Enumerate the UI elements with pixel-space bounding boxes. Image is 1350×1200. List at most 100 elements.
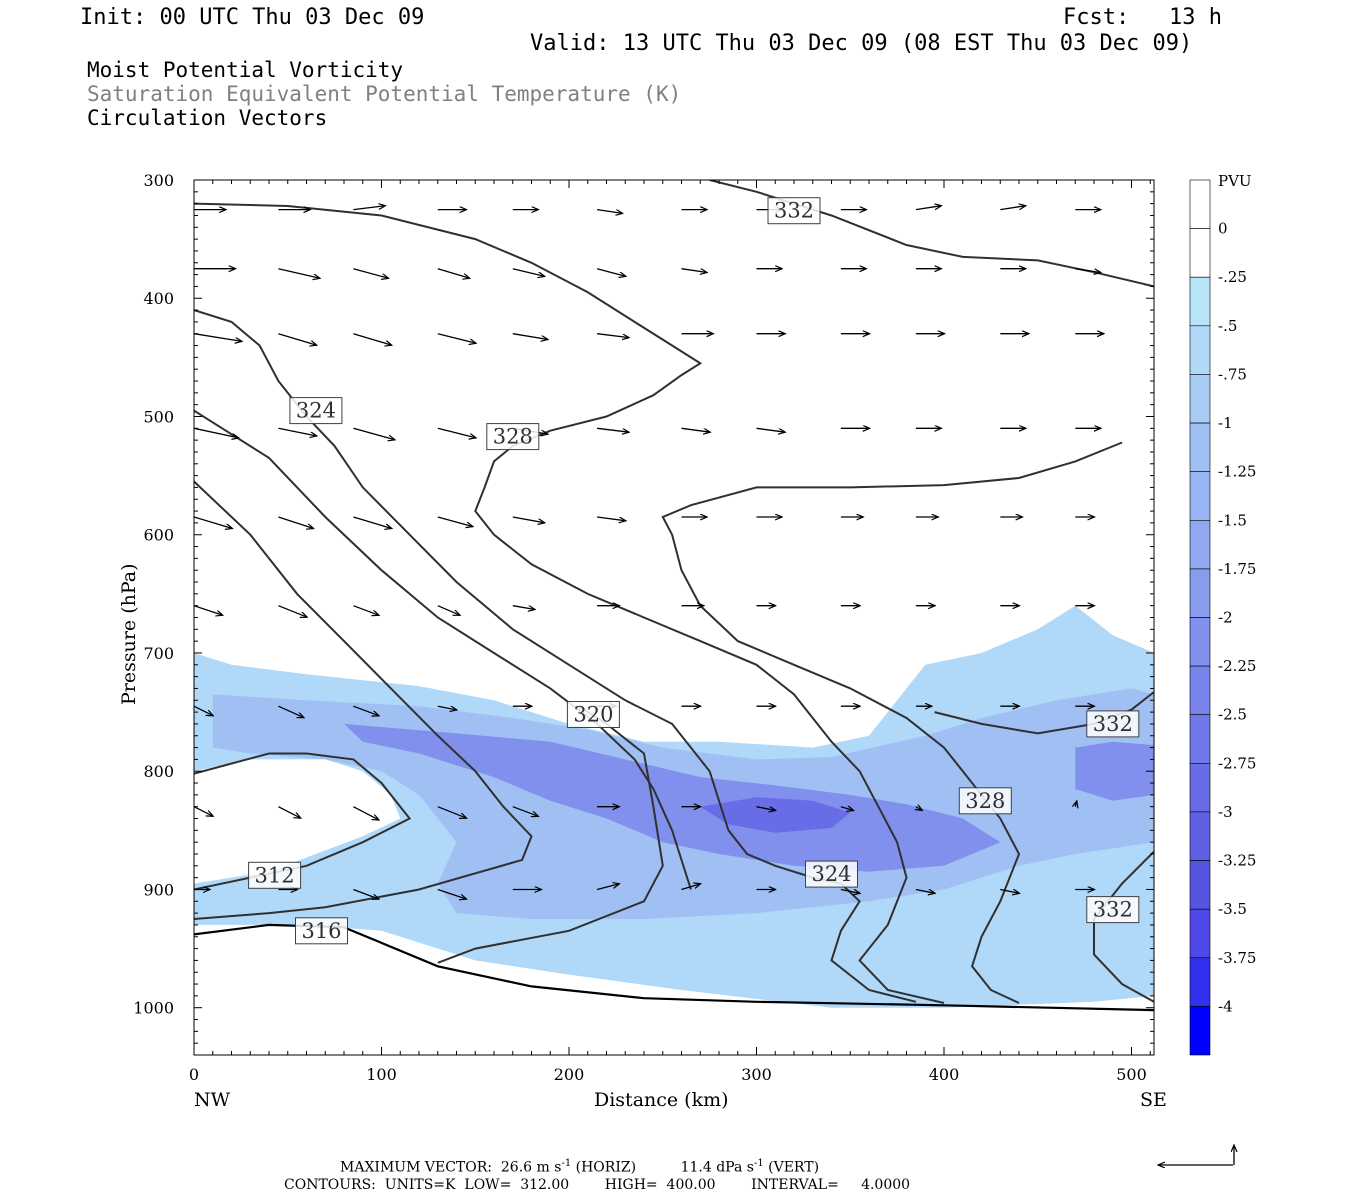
x-axis-label: Distance (km) bbox=[594, 1089, 729, 1111]
colorbar-label-3: -.75 bbox=[1218, 365, 1247, 383]
colorbar-label-11: -2.75 bbox=[1218, 754, 1256, 772]
x-left-end-label: NW bbox=[194, 1089, 231, 1111]
y-tick-label-1: 400 bbox=[143, 289, 174, 308]
contour-label-box-1 bbox=[289, 397, 343, 425]
vector-7-9 bbox=[916, 807, 922, 811]
vector-3-3 bbox=[437, 427, 476, 438]
y-tick-label-3: 600 bbox=[143, 526, 174, 545]
vector-7-8 bbox=[840, 807, 854, 811]
colorbar-box-15 bbox=[1189, 908, 1211, 959]
colorbar-box-16 bbox=[1189, 957, 1211, 1007]
vector-3-0 bbox=[194, 427, 239, 438]
theta-contour-312-0 bbox=[194, 752, 412, 891]
vector-6-0 bbox=[194, 705, 213, 716]
colorbar-box-6 bbox=[1189, 471, 1211, 521]
init-time: Init: 00 UTC Thu 03 Dec 09 bbox=[80, 5, 425, 30]
vector-1-5 bbox=[596, 268, 626, 277]
colorbar-box-17 bbox=[1189, 1006, 1211, 1056]
contour-label-box-6 bbox=[248, 861, 302, 889]
vector-6-3 bbox=[437, 705, 457, 710]
vector-0-5 bbox=[597, 208, 623, 214]
vector-2-0 bbox=[194, 333, 242, 342]
vector-7-2 bbox=[353, 806, 379, 820]
vector-7-1 bbox=[278, 806, 300, 819]
vector-4-3 bbox=[437, 516, 473, 527]
pv-shading bbox=[194, 605, 1154, 1008]
contour-label-9: 316 bbox=[301, 919, 341, 943]
theta-contour-316-1 bbox=[194, 480, 533, 920]
vector-5-2 bbox=[353, 605, 379, 616]
vector-8-3 bbox=[437, 888, 467, 900]
colorbar-label-0: 0 bbox=[1218, 220, 1228, 238]
theta-contour-328-6 bbox=[661, 441, 1123, 1004]
colorbar-label-4: -1 bbox=[1218, 414, 1233, 432]
colorbar-label-12: -3 bbox=[1218, 803, 1233, 821]
theta-contour-332-9 bbox=[1093, 850, 1154, 1003]
vector-3-6 bbox=[681, 427, 711, 432]
contour-label-box-0 bbox=[767, 197, 821, 225]
colorbar-box-8 bbox=[1189, 568, 1211, 618]
colorbar-label-8: -2 bbox=[1218, 609, 1233, 627]
x-tick-label-0: 0 bbox=[189, 1065, 199, 1084]
field-title-theta: Saturation Equivalent Potential Temperat… bbox=[87, 82, 682, 106]
vector-4-4 bbox=[512, 516, 545, 523]
vector-2-1 bbox=[278, 333, 316, 346]
y-tick-label-4: 700 bbox=[143, 644, 174, 663]
contour-label-7: 324 bbox=[811, 862, 851, 886]
vector-3-7 bbox=[756, 427, 786, 432]
colorbar-box-12 bbox=[1189, 762, 1211, 813]
colorbar-label-7: -1.75 bbox=[1218, 560, 1256, 578]
contour-label-3: 320 bbox=[573, 703, 613, 727]
colorbar-label-16: -4 bbox=[1218, 997, 1233, 1015]
y-axis-label: Pressure (hPa) bbox=[118, 563, 140, 705]
theta-contour-316-2 bbox=[437, 705, 664, 964]
colorbar-label-9: -2.25 bbox=[1218, 657, 1256, 675]
vector-3-5 bbox=[597, 427, 629, 432]
vector-7-11 bbox=[1075, 801, 1077, 807]
colorbar: PVU 0 -.25 -.5 -.75 -1 -1.25 -1.5 -1.75 -2 -2.25 -2… bbox=[1189, 172, 1256, 1056]
field-title-mpv: Moist Potential Vorticity bbox=[87, 58, 404, 82]
pv-shade-region-3 bbox=[700, 797, 851, 833]
vector-2-4 bbox=[512, 333, 548, 340]
x-right-end-label: SE bbox=[1140, 1089, 1167, 1111]
colorbar-unit: PVU bbox=[1218, 172, 1252, 190]
terrain-surface-line bbox=[194, 923, 1154, 1012]
colorbar-box-10 bbox=[1189, 665, 1211, 715]
vector-0-9 bbox=[915, 206, 942, 211]
vector-4-0 bbox=[194, 516, 232, 529]
pv-shade-region-4 bbox=[1075, 741, 1154, 801]
colorbar-label-14: -3.5 bbox=[1218, 900, 1247, 918]
colorbar-box-1 bbox=[1189, 228, 1211, 278]
colorbar-box-3 bbox=[1189, 325, 1211, 375]
vector-8-5 bbox=[596, 884, 619, 891]
contour-label-0: 332 bbox=[774, 199, 814, 223]
y-tick-label-0: 300 bbox=[143, 171, 174, 190]
vector-1-4 bbox=[512, 268, 545, 277]
vector-2-2 bbox=[353, 333, 391, 346]
pv-shade-region-2 bbox=[344, 723, 1001, 872]
colorbar-label-13: -3.25 bbox=[1218, 852, 1256, 870]
vector-4-2 bbox=[353, 516, 391, 529]
vector-7-3 bbox=[437, 806, 467, 819]
colorbar-box-11 bbox=[1189, 714, 1211, 764]
colorbar-label-15: -3.75 bbox=[1218, 949, 1256, 967]
colorbar-label-10: -2.5 bbox=[1218, 706, 1247, 724]
vector-5-0 bbox=[194, 605, 223, 616]
vector-1-3 bbox=[437, 268, 470, 279]
colorbar-box-0 bbox=[1189, 179, 1211, 229]
colorbar-label-2: -.5 bbox=[1218, 317, 1237, 335]
colorbar-box-2 bbox=[1189, 276, 1211, 327]
contour-info: CONTOURS: UNITS=K LOW= 312.00 HIGH= 400.… bbox=[284, 1177, 911, 1193]
contour-labels: 332 324 328 320 332 328 312 324 332 316 bbox=[248, 197, 1140, 945]
contour-label-box-7 bbox=[805, 860, 858, 888]
max-vector-line: MAXIMUM VECTOR: 26.6 m s-1 (HORIZ) 11.4 … bbox=[340, 1158, 820, 1176]
y-tick-label-2: 500 bbox=[143, 407, 174, 426]
contour-label-box-9 bbox=[295, 917, 348, 945]
vector-6-2 bbox=[353, 705, 379, 716]
vector-1-1 bbox=[278, 268, 320, 279]
vector-7-7 bbox=[756, 806, 776, 811]
x-tick-label-5: 500 bbox=[1116, 1065, 1147, 1084]
vector-8-9 bbox=[915, 888, 935, 894]
vector-5-1 bbox=[278, 605, 307, 618]
